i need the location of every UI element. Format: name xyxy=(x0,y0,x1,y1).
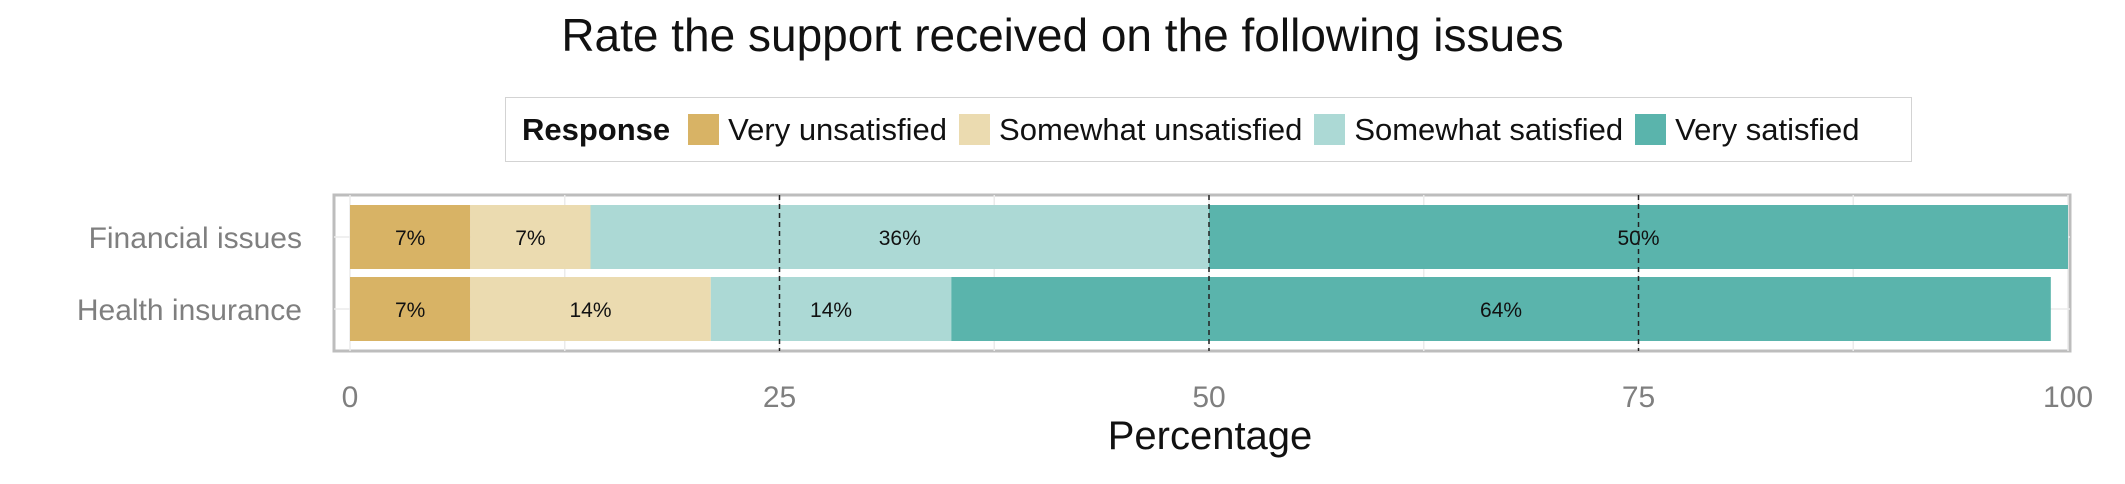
legend-swatch xyxy=(688,114,720,145)
bar-somewhat-unsatisfied xyxy=(470,277,711,341)
legend-item-very-unsatisfied: Very unsatisfied xyxy=(688,112,947,148)
legend-swatch xyxy=(1314,114,1346,145)
data-label: 7% xyxy=(515,227,545,250)
x-tick-label: 0 xyxy=(342,381,359,414)
legend-item-somewhat-satisfied: Somewhat satisfied xyxy=(1314,112,1623,148)
legend-label: Somewhat satisfied xyxy=(1354,111,1624,147)
data-label: 50% xyxy=(1617,227,1659,250)
legend-swatch xyxy=(1635,114,1667,145)
bar-somewhat-satisfied xyxy=(590,205,1209,269)
legend-item-very-satisfied: Very satisfied xyxy=(1635,111,1860,148)
chart-title: Rate the support received on the followi… xyxy=(561,9,1564,61)
legend-label: Very unsatisfied xyxy=(728,111,948,147)
legend: Response Very unsatisfied Somewhat unsat… xyxy=(505,97,1912,162)
x-tick-label: 25 xyxy=(763,381,796,414)
y-tick-label: Financial issues xyxy=(89,222,302,255)
bar-very-unsatisfied xyxy=(350,205,471,269)
data-label: 7% xyxy=(395,299,425,322)
x-axis-title: Percentage xyxy=(1107,414,1313,458)
bar-very-unsatisfied xyxy=(350,277,471,341)
x-tick-label: 75 xyxy=(1622,381,1655,414)
bar-very-satisfied xyxy=(951,277,2051,341)
legend-title: Response xyxy=(522,111,671,147)
data-label: 64% xyxy=(1480,299,1522,322)
bar-somewhat-unsatisfied xyxy=(470,205,591,269)
data-label: 36% xyxy=(879,227,921,250)
legend-label: Somewhat unsatisfied xyxy=(999,111,1303,147)
x-tick-label: 100 xyxy=(2043,381,2093,414)
panel-border xyxy=(332,193,2072,353)
legend-swatch xyxy=(959,114,991,145)
data-label: 7% xyxy=(395,227,425,250)
data-label: 14% xyxy=(570,299,612,322)
x-tick-label: 50 xyxy=(1192,381,1225,414)
y-tick-label: Health insurance xyxy=(77,294,302,327)
legend-label: Very satisfied xyxy=(1675,111,1860,147)
bar-somewhat-satisfied xyxy=(710,277,952,341)
legend-item-somewhat-unsatisfied: Somewhat unsatisfied xyxy=(959,112,1302,148)
data-label: 14% xyxy=(810,299,852,322)
